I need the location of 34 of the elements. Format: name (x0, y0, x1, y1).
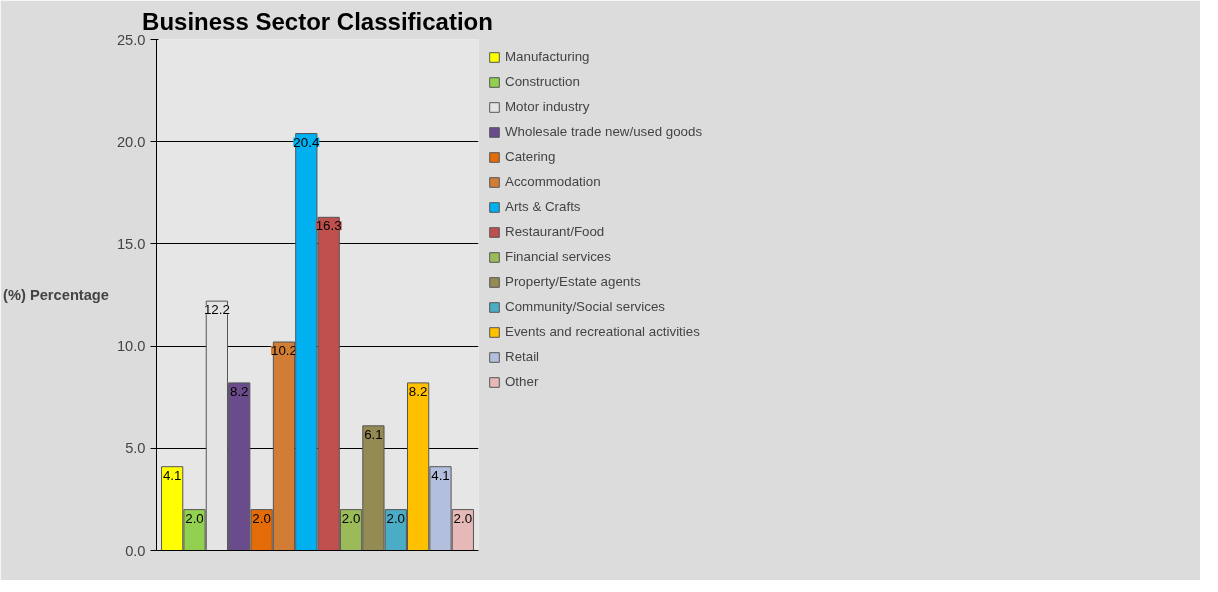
legend-label: Accommodation (505, 174, 601, 189)
data-label: 8.2 (229, 383, 249, 399)
y-tick-label: 10.0 (116, 338, 146, 355)
y-axis-title: (%) Percentage (3, 287, 109, 303)
y-tick-label: 0.0 (125, 542, 146, 559)
data-label: 16.3 (315, 218, 342, 234)
legend-label: Other (505, 374, 539, 389)
data-label: 10.2 (270, 343, 297, 359)
legend-label: Manufacturing (505, 49, 590, 64)
data-label: 8.2 (408, 383, 428, 399)
data-label: 2.0 (453, 510, 473, 526)
legend-label: Catering (505, 149, 556, 164)
legend-label: Property/Estate agents (505, 274, 641, 289)
data-label: 4.1 (431, 467, 450, 483)
data-label: 2.0 (386, 510, 406, 526)
data-label: 4.1 (162, 467, 182, 483)
data-label: 2.0 (252, 510, 271, 526)
legend-label: Community/Social services (505, 299, 665, 314)
data-label: 20.4 (293, 134, 320, 150)
data-label: 2.0 (341, 510, 361, 526)
legend-label: Financial services (505, 249, 611, 264)
legend-label: Arts & Crafts (505, 199, 581, 214)
data-label: 2.0 (185, 510, 204, 526)
legend-label: Retail (505, 349, 540, 364)
data-label: 6.1 (364, 426, 383, 442)
legend-label: Restaurant/Food (505, 224, 605, 239)
y-tick-label: 20.0 (116, 133, 146, 150)
legend-label: Construction (505, 74, 580, 89)
data-label: 12.2 (203, 302, 230, 318)
legend-label: Wholesale trade new/used goods (505, 124, 703, 139)
legend-label: Motor industry (505, 99, 590, 114)
legend-label: Events and recreational activities (505, 324, 700, 339)
y-tick-label: 5.0 (125, 440, 146, 457)
y-tick-label: 15.0 (116, 235, 146, 252)
